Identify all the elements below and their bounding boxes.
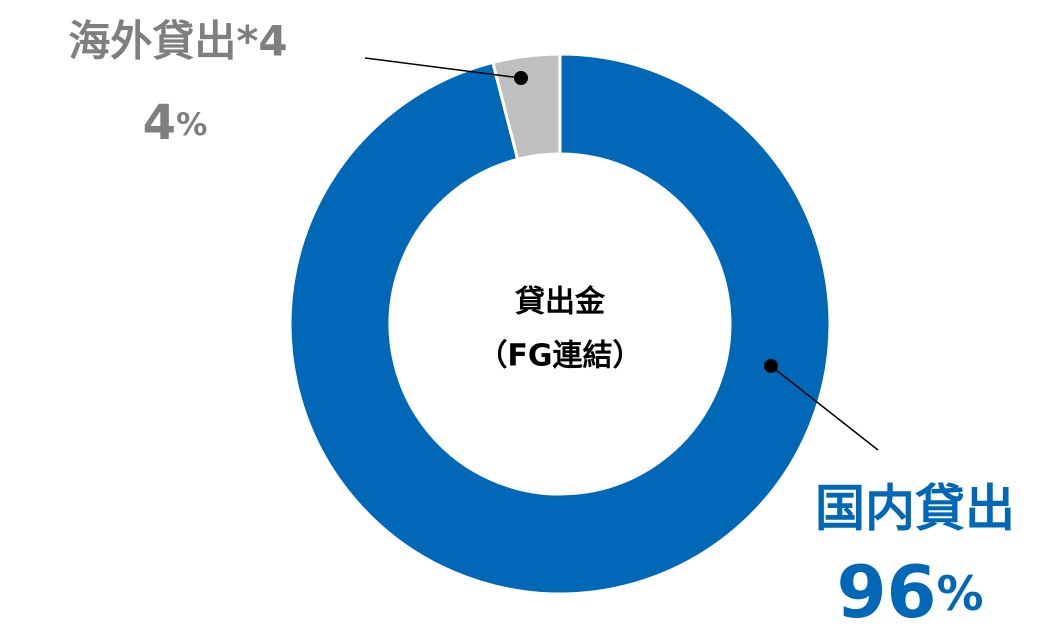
leader-line (364, 57, 522, 79)
category-label: 国内貸出 (815, 480, 1015, 538)
value-label-part: % (176, 107, 207, 143)
leader-line (770, 365, 879, 451)
center-label: （FG連結） (477, 339, 642, 374)
center-label: 貸出金 (515, 285, 606, 320)
value-label: 4% (143, 95, 208, 151)
value-label-part: 96 (836, 550, 936, 634)
donut-slice (491, 52, 562, 162)
value-label: 96% (836, 550, 983, 634)
value-label-part: 4 (143, 95, 176, 151)
value-label-part: % (937, 568, 984, 622)
leader-dot (764, 359, 778, 373)
category-label: 海外貸出*4 (68, 17, 287, 66)
leader-dot (514, 71, 528, 85)
donut-slice (288, 52, 832, 596)
